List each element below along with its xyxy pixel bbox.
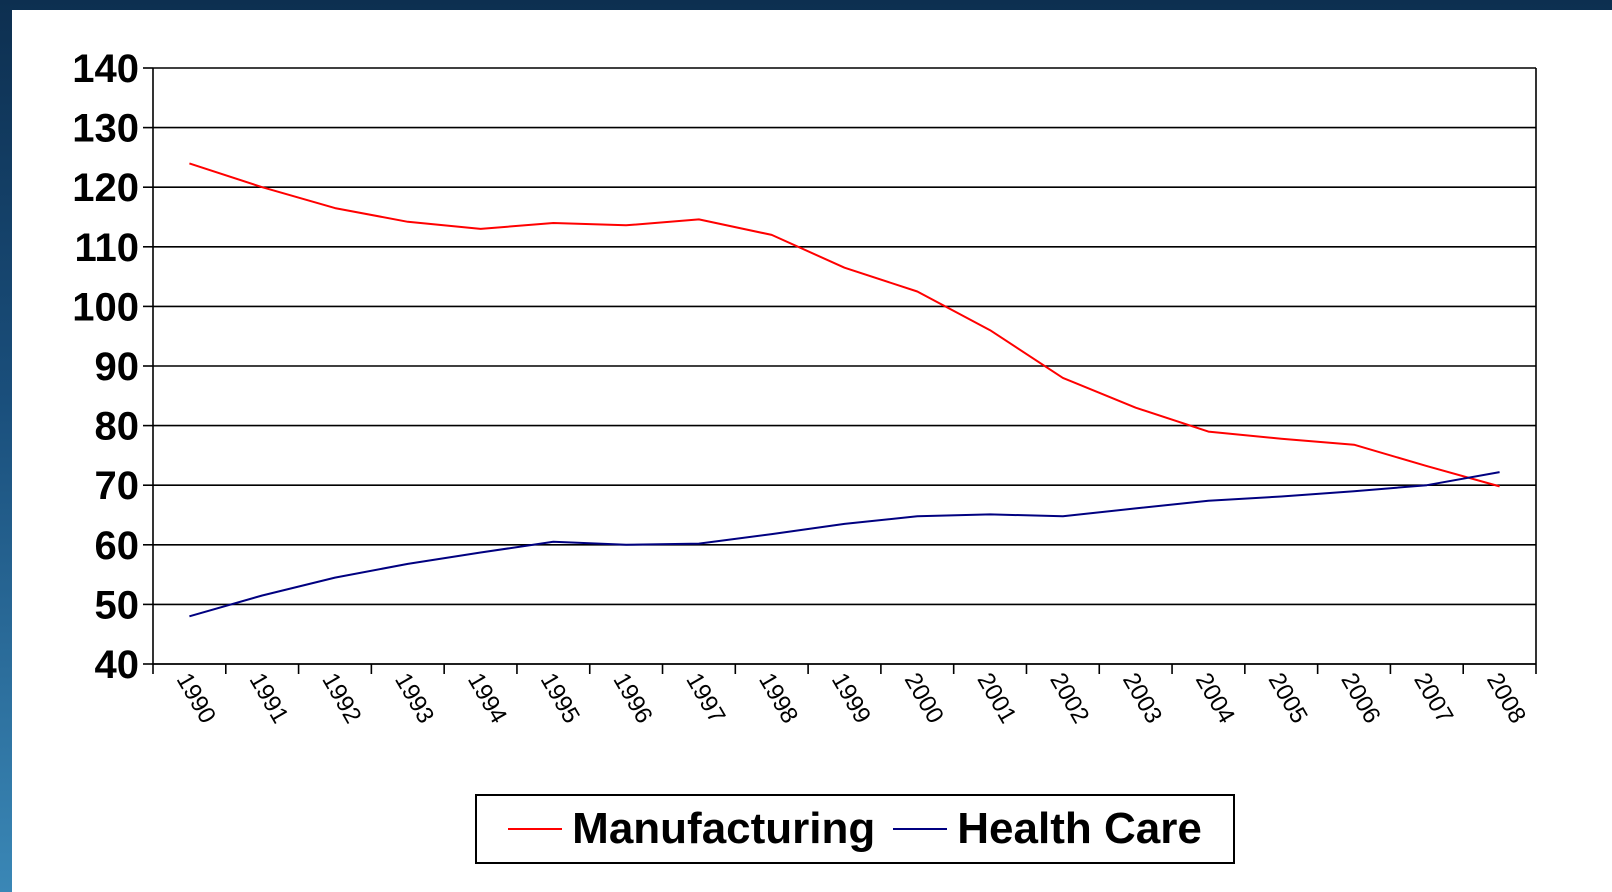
chart-legend: Manufacturing Health Care	[475, 794, 1235, 864]
x-tick-label-1996: 1996	[608, 668, 658, 728]
series-lines	[189, 162, 1500, 618]
y-tick-label-130: 130	[72, 107, 139, 151]
y-tick-label-70: 70	[95, 464, 140, 508]
y-tick-label-80: 80	[95, 405, 140, 449]
legend-swatch-health-care	[893, 828, 948, 830]
series-line-health-care	[189, 471, 1500, 618]
y-tick-label-40: 40	[95, 643, 140, 687]
x-tick-label-2001: 2001	[972, 668, 1022, 728]
x-tick-label-2006: 2006	[1335, 668, 1385, 728]
series-line-manufacturing	[189, 162, 1500, 488]
x-tick-label-1994: 1994	[462, 668, 512, 728]
x-tick-label-2008: 2008	[1481, 668, 1531, 728]
y-tick-label-50: 50	[95, 583, 140, 627]
x-tick-label-1995: 1995	[535, 668, 585, 728]
chart-panel: 40 50 60 70 80 90 100 110 120 130 140 1990 1991 1992…	[12, 10, 1612, 892]
y-tick-label-90: 90	[95, 345, 140, 389]
x-tick-label-2004: 2004	[1190, 668, 1240, 728]
y-tick-label-140: 140	[72, 47, 139, 91]
gridlines	[153, 67, 1536, 665]
line-chart: 40 50 60 70 80 90 100 110 120 130 140 1990 1991 1992…	[72, 47, 1537, 728]
x-tick-label-2007: 2007	[1408, 668, 1458, 728]
x-tick-label-1999: 1999	[826, 668, 876, 728]
x-axis-tick-labels: 1990 1991 1992 1993 1994 1995 1996 1997 1998 1999…	[171, 668, 1531, 728]
x-tick-label-2003: 2003	[1117, 668, 1167, 728]
axes	[143, 67, 1537, 674]
x-tick-label-1992: 1992	[316, 668, 366, 728]
x-tick-label-1990: 1990	[171, 668, 221, 728]
legend-label-health-care: Health Care	[957, 804, 1202, 853]
legend-label-manufacturing: Manufacturing	[572, 804, 876, 853]
x-tick-label-2000: 2000	[899, 668, 949, 728]
legend-item-health-care: Health Care	[893, 804, 1202, 854]
y-tick-label-120: 120	[72, 166, 139, 210]
y-tick-label-110: 110	[74, 226, 139, 270]
y-tick-label-100: 100	[72, 285, 139, 329]
x-tick-label-2005: 2005	[1263, 668, 1313, 728]
x-tick-label-1998: 1998	[753, 668, 803, 728]
y-axis-tick-labels: 40 50 60 70 80 90 100 110 120 130 140	[72, 47, 139, 687]
x-tick-label-2002: 2002	[1044, 668, 1094, 728]
legend-item-manufacturing: Manufacturing	[508, 804, 875, 854]
x-tick-label-1993: 1993	[389, 668, 439, 728]
x-tick-label-1997: 1997	[680, 668, 730, 728]
y-tick-label-60: 60	[95, 524, 140, 568]
legend-swatch-manufacturing	[508, 828, 563, 830]
x-tick-label-1991: 1991	[244, 668, 294, 728]
